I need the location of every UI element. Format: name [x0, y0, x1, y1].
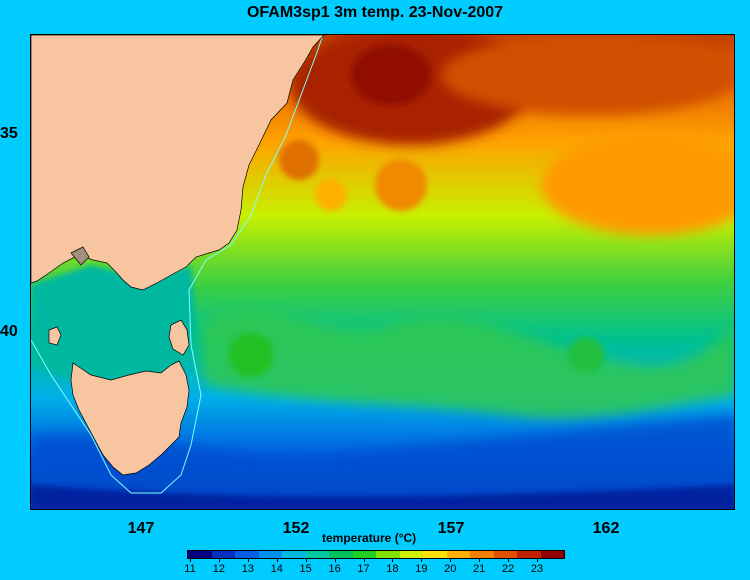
- map-svg: [31, 35, 734, 509]
- warm-region-east-mid: [541, 135, 734, 235]
- lon-tick-label: 157: [437, 520, 465, 537]
- colorbar-segment: [188, 551, 212, 558]
- lon-tick-label: 147: [127, 520, 155, 537]
- colorbar-segment: [540, 551, 564, 558]
- colorbar-tick-label: 23: [530, 563, 544, 575]
- flinders-island: [168, 319, 190, 356]
- lat-tick-label: 40: [0, 323, 18, 340]
- colorbar-tick-mark: [479, 558, 481, 562]
- eddy-3: [315, 179, 347, 211]
- colorbar-tick-label: 12: [212, 563, 226, 575]
- colorbar-tick-label: 13: [241, 563, 254, 575]
- colorbar: [187, 550, 565, 559]
- colorbar-segment: [446, 551, 470, 558]
- colorbar-tick-label: 20: [444, 563, 457, 575]
- colorbar-tick-label: 19: [415, 563, 428, 575]
- eddy-5: [568, 337, 604, 373]
- colorbar-tick-label: 18: [386, 563, 399, 575]
- tasmania-land: [70, 360, 190, 476]
- colorbar-tick-label: 15: [299, 563, 312, 575]
- warm-region-east: [441, 35, 734, 115]
- colorbar-segment: [329, 551, 353, 558]
- colorbar-tick-mark: [392, 558, 394, 562]
- eddy-4: [229, 333, 273, 377]
- cool-band: [201, 310, 734, 418]
- eddy-2: [375, 159, 427, 211]
- colorbar-tick-mark: [276, 558, 278, 562]
- lon-tick-label: 162: [592, 520, 620, 537]
- temperature-map: [30, 34, 735, 510]
- colorbar-segment: [399, 551, 423, 558]
- lon-tick-label: 152: [282, 520, 310, 537]
- coldest-water: [31, 485, 734, 509]
- colorbar-segment: [423, 551, 447, 558]
- colorbar-tick-mark: [218, 558, 220, 562]
- colorbar-tick-mark: [363, 558, 365, 562]
- colorbar-tick-label: 11: [184, 563, 196, 575]
- eddy-1: [279, 140, 319, 180]
- colorbar-segment: [493, 551, 517, 558]
- colorbar-segment: [470, 551, 494, 558]
- colorbar-segment: [282, 551, 306, 558]
- colorbar-tick-label: 22: [501, 563, 515, 575]
- bass-strait-water: [31, 265, 196, 380]
- map-title: OFAM3sp1 3m temp. 23-Nov-2007: [246, 4, 504, 21]
- colorbar-segment: [258, 551, 282, 558]
- colorbar-segment: [211, 551, 235, 558]
- colorbar-tick-mark: [450, 558, 452, 562]
- colorbar-segment: [305, 551, 329, 558]
- colorbar-title: temperature (°C): [322, 531, 417, 545]
- colorbar-tick-mark: [247, 558, 249, 562]
- colorbar-tick-mark: [508, 558, 510, 562]
- colorbar-segment: [376, 551, 400, 558]
- colorbar-tick-mark: [421, 558, 423, 562]
- cold-southern-water: [31, 415, 734, 509]
- colorbar-tick-mark: [334, 558, 336, 562]
- colorbar-segment: [352, 551, 376, 558]
- port-phillip-bay: [70, 246, 90, 266]
- colorbar-tick-mark: [305, 558, 307, 562]
- warm-core-center: [351, 45, 431, 105]
- colorbar-tick-label: 16: [328, 563, 341, 575]
- colorbar-tick-label: 21: [473, 563, 486, 575]
- king-island: [48, 326, 62, 346]
- colorbar-tick-mark: [190, 558, 191, 562]
- colorbar-tick-label: 17: [357, 563, 370, 575]
- lat-tick-label: 35: [0, 125, 18, 142]
- shelf-contour: [31, 35, 324, 494]
- colorbar-tick-mark: [537, 558, 538, 562]
- colorbar-segment: [517, 551, 541, 558]
- colorbar-segment: [235, 551, 259, 558]
- colorbar-tick-label: 14: [270, 563, 283, 575]
